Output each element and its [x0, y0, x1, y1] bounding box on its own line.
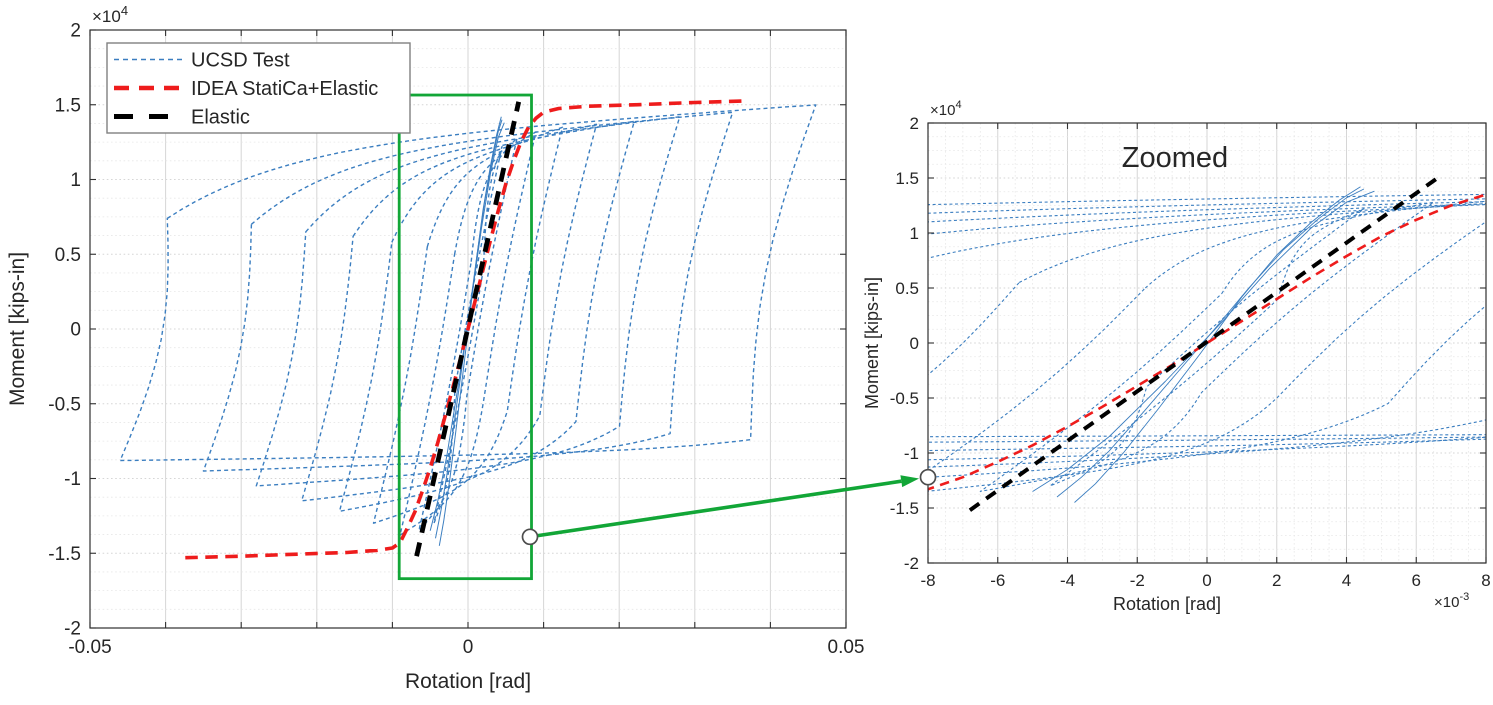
ucsd-test-loop [301, 120, 635, 502]
tick-marks [927, 122, 1487, 564]
ucsd-test-loop [338, 123, 598, 512]
y-tick-label: 1.5 [895, 169, 919, 188]
legend-entry: UCSD Test [114, 50, 290, 72]
ucsd-test-loop [928, 198, 1486, 443]
y-tick-label: -1.5 [48, 544, 81, 565]
legend-entry: Elastic [114, 107, 250, 129]
x-tick-label: 8 [1481, 571, 1490, 590]
ucsd-test-loop [202, 111, 734, 472]
legend-entry: IDEA StatiCa+Elastic [114, 78, 378, 100]
ucsd-test-loop [1049, 208, 1365, 487]
ucsd-test-loop [119, 104, 817, 462]
elastic-line [414, 101, 522, 557]
ucsd-test-solid-cycle [438, 116, 502, 546]
y-axis-label: Moment [kips-in] [862, 277, 882, 409]
x-tick-label: -2 [1130, 571, 1145, 590]
ucsd-test-loop [979, 201, 1435, 492]
zoom-link-connector [521, 468, 937, 546]
y-axis-label: Moment [kips-in] [6, 252, 29, 406]
y-tick-label: -2 [64, 619, 81, 640]
y-tick-label: -1 [904, 444, 919, 463]
series-layer [928, 174, 1486, 512]
connector-line [537, 479, 902, 538]
x-tick-label: 0 [1202, 571, 1211, 590]
x-tick-label: -0.05 [68, 637, 111, 658]
zoom-region-rectangle [397, 93, 533, 581]
zoomed-plot: -8 -6 -4 -2 0 2 4 6 8 2 1.5 1 0.5 0 -0.5 -1 -1.5 -2 Rotati… [862, 99, 1491, 614]
x-tick-label: 6 [1412, 571, 1421, 590]
y-tick-label: 2 [910, 114, 919, 133]
ucsd-test-loop [433, 146, 503, 524]
x-axis-label: Rotation [rad] [1113, 594, 1221, 614]
x-tick-label: 0 [463, 637, 474, 658]
main-plot: -0.05 0 0.05 2 1.5 1 0.5 0 -0.5 -1 -1.5 -2 Rotation … [6, 3, 864, 693]
idea-statica-elastic-curve [185, 99, 745, 560]
y-tick-label: 1 [910, 224, 919, 243]
ucsd-test-loop [372, 126, 564, 524]
x-tick-label: 0.05 [828, 637, 865, 658]
x-tick-label: 2 [1272, 571, 1281, 590]
x-tick-label: -8 [920, 571, 935, 590]
ucsd-test-loop [399, 131, 537, 536]
ucsd-test-loop [255, 116, 681, 487]
y-axis-exponent: ×104 [930, 99, 962, 119]
x-tick-label: 4 [1342, 571, 1351, 590]
y-tick-label: 0.5 [895, 279, 919, 298]
x-tick-label: -4 [1060, 571, 1075, 590]
legend-label: IDEA StatiCa+Elastic [191, 78, 378, 100]
y-tick-label: 0 [70, 320, 81, 341]
plot-title: Zoomed [1122, 142, 1228, 174]
ucsd-test-loop [928, 193, 1486, 438]
y-tick-label: 1 [70, 170, 81, 191]
x-tick-label: -6 [990, 571, 1005, 590]
ucsd-test-solid-cycle [1032, 190, 1375, 492]
legend-label: UCSD Test [191, 50, 290, 72]
link-endpoint-marker [919, 468, 937, 486]
ucsd-test-loop [928, 200, 1486, 492]
x-axis-label: Rotation [rad] [405, 670, 531, 693]
y-tick-label: -1 [64, 469, 81, 490]
tick-marks [89, 29, 847, 629]
y-tick-label: 0.5 [55, 245, 81, 266]
ucsd-test-solid-cycle [1074, 186, 1361, 503]
y-axis-exponent: ×104 [92, 3, 128, 26]
series-layer [119, 99, 817, 560]
legend: UCSD Test IDEA StatiCa+Elastic Elastic [106, 42, 411, 134]
grid [928, 123, 1486, 563]
y-tick-label: -0.5 [890, 389, 919, 408]
ucsd-test-loop [928, 204, 1486, 468]
legend-label: Elastic [191, 107, 250, 129]
x-axis-exponent: ×10-3 [1434, 591, 1469, 611]
y-tick-label: 1.5 [55, 95, 81, 116]
y-tick-label: -0.5 [48, 394, 81, 415]
link-endpoint-marker [521, 528, 539, 546]
y-tick-label: -2 [904, 554, 919, 573]
y-tick-label: -1.5 [890, 499, 919, 518]
ucsd-test-loop [928, 203, 1486, 478]
elastic-line [968, 174, 1442, 512]
connector-arrowhead [900, 475, 920, 488]
y-tick-label: 2 [70, 21, 81, 42]
y-tick-label: 0 [910, 334, 919, 353]
